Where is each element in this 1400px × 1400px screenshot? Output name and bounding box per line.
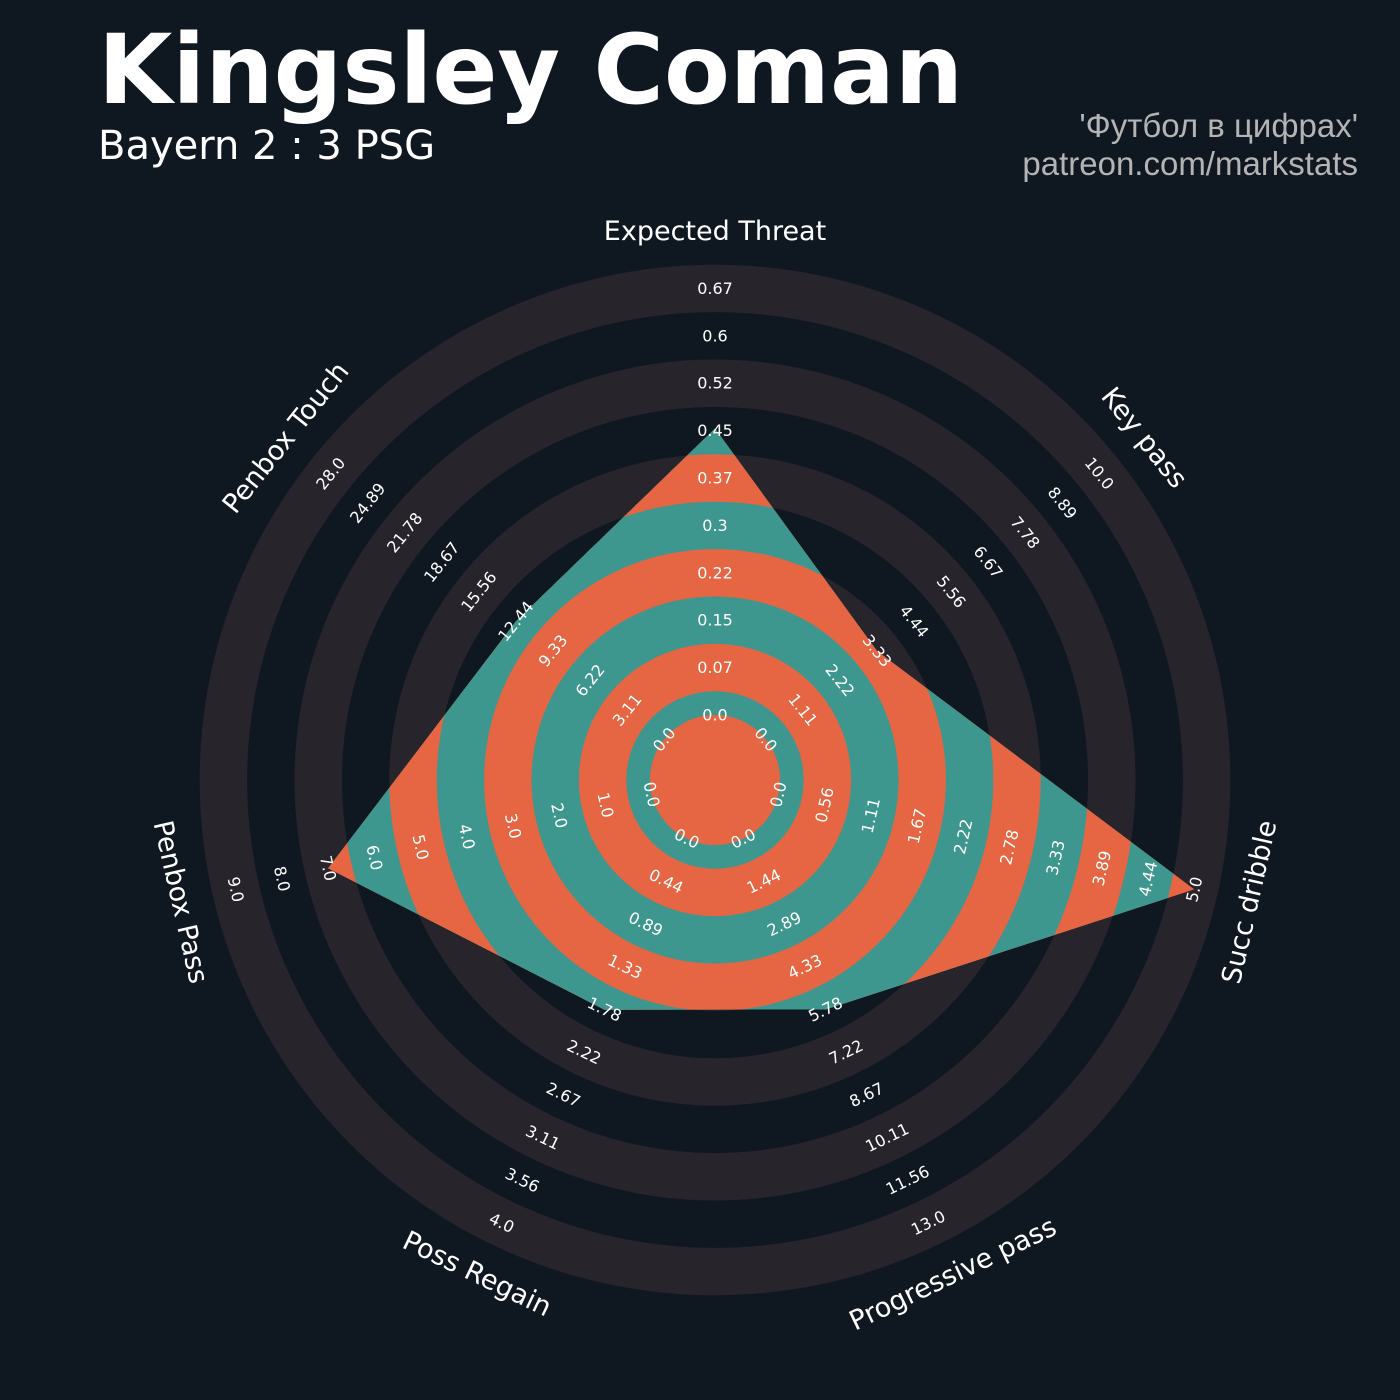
axis-tick-label: 0.52 bbox=[697, 374, 733, 393]
axis-tick-label: 0.0 bbox=[702, 706, 727, 725]
axis-tick-label: 0.6 bbox=[702, 326, 727, 345]
axis-tick-label: 0.15 bbox=[697, 611, 733, 630]
axis-tick-label: 0.07 bbox=[697, 658, 733, 677]
credit-url: patreon.com/markstats bbox=[1022, 145, 1358, 182]
axis-tick-label: 0.22 bbox=[697, 563, 733, 582]
credit-channel: 'Футбол в цифрах' bbox=[1079, 107, 1358, 144]
parameter-label: Expected Threat bbox=[604, 216, 826, 247]
player-inner-disc bbox=[650, 715, 780, 845]
axis-tick-label: 0.3 bbox=[702, 516, 727, 535]
axis-tick-label: 0.67 bbox=[697, 279, 733, 298]
match-score-subtitle: Bayern 2 : 3 PSG bbox=[98, 123, 436, 169]
player-name-title: Kingsley Coman bbox=[98, 14, 964, 126]
axis-tick-label: 0.45 bbox=[697, 421, 733, 440]
axis-tick-label: 0.37 bbox=[697, 469, 733, 488]
